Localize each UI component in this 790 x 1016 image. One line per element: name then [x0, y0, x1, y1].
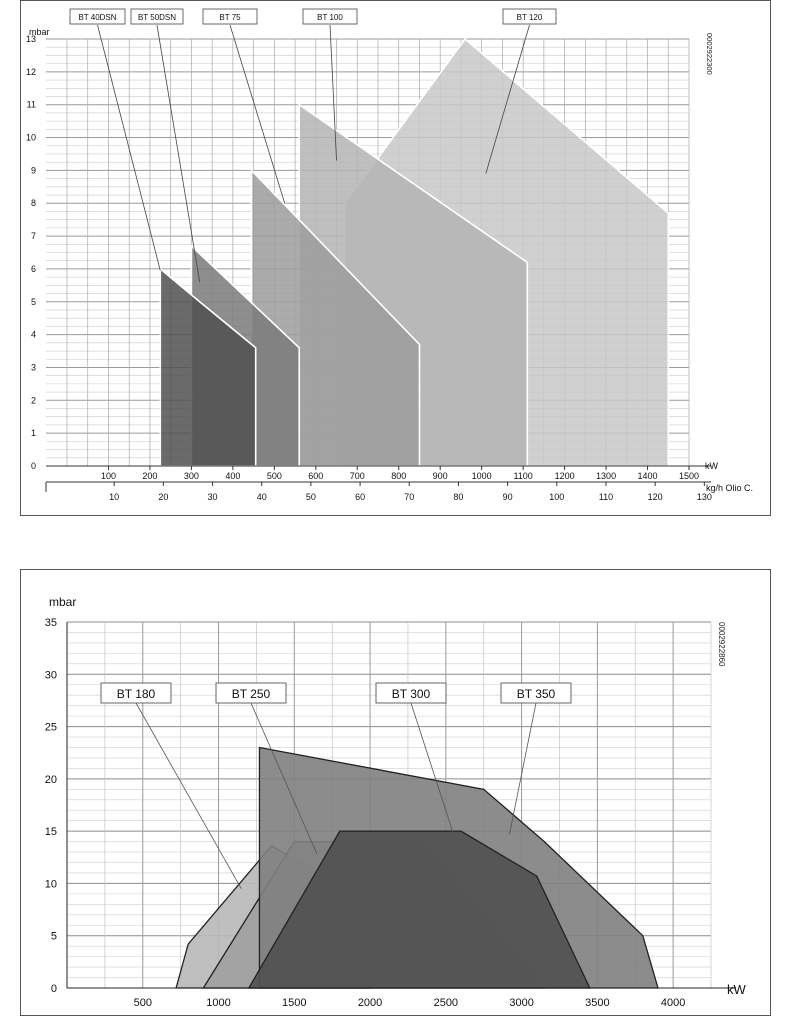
- callout-box: [375, 682, 447, 704]
- y-tick-label: 12: [26, 67, 36, 77]
- y-axis-label: mbar: [29, 27, 50, 37]
- callout-line: [509, 702, 537, 835]
- y-tick-label: 25: [45, 722, 57, 734]
- x-tick-label: 2500: [434, 997, 458, 1009]
- x-tick-label: 1500: [679, 471, 699, 481]
- y-tick-label: 4: [31, 330, 36, 340]
- y-tick-label: 5: [31, 297, 36, 307]
- x2-tick-label: 30: [208, 492, 218, 502]
- x-tick-label: 4000: [661, 997, 685, 1009]
- x-tick-label: 500: [134, 997, 152, 1009]
- document-code: 0002922300: [705, 33, 714, 75]
- x-tick-label: 800: [391, 471, 406, 481]
- x-tick-label: 500: [267, 471, 282, 481]
- x2-tick-label: 50: [306, 492, 316, 502]
- callout-label: BT 75: [219, 13, 241, 22]
- x2-tick-label: 90: [503, 492, 513, 502]
- x-tick-label: 2000: [358, 997, 382, 1009]
- chart-panel-top: mbar 0 1 2 3 4 5 6 7 8 9 10 11 12 13 100 200 300 400 500 600…: [20, 0, 771, 516]
- y-tick-label: 6: [31, 264, 36, 274]
- x-tick-label: 700: [350, 471, 365, 481]
- y-tick-label: 9: [31, 165, 36, 175]
- y-axis-label: mbar: [49, 595, 76, 609]
- callout-box: [130, 8, 184, 25]
- callout-label: BT 250: [232, 687, 271, 701]
- x2-tick-label: 80: [453, 492, 463, 502]
- x-tick-label: 200: [142, 471, 157, 481]
- x2-axis-label: kg/h Olio C.: [706, 483, 753, 493]
- x2-tick-label: 130: [697, 492, 712, 502]
- x-tick-label: 1300: [596, 471, 616, 481]
- callout-label: BT 40DSN: [78, 13, 116, 22]
- y-tick-label: 11: [27, 100, 36, 110]
- y-tick-label: 1: [31, 428, 36, 438]
- x-tick-label: 1000: [206, 997, 230, 1009]
- x2-tick-label: 100: [549, 492, 564, 502]
- x-tick-label: 400: [225, 471, 240, 481]
- y-tick-label: 8: [31, 198, 36, 208]
- y-tick-label: 13: [26, 34, 36, 44]
- x-axis-label: kW: [705, 461, 719, 471]
- callout-box: [302, 8, 358, 25]
- x-tick-label: 3500: [585, 997, 609, 1009]
- x-tick-label: 1000: [472, 471, 492, 481]
- x-tick-label: 1100: [513, 471, 532, 481]
- callout-box: [100, 682, 172, 704]
- x-tick-label: 300: [184, 471, 199, 481]
- x2-tick-label: 110: [599, 492, 613, 502]
- x-tick-label: 600: [308, 471, 323, 481]
- callout-line: [97, 24, 161, 271]
- x2-tick-label: 40: [257, 492, 267, 502]
- x2-tick-label: 120: [648, 492, 663, 502]
- y-tick-label: 20: [45, 774, 57, 786]
- callout-label: BT 120: [517, 13, 543, 22]
- chart-bottom-svg: mbar 0 5 10 15 20 25 30 35 500 1000 1500 2000 2500 300…: [45, 595, 747, 1009]
- y-tick-label: 0: [51, 983, 57, 995]
- callout-box: [202, 8, 258, 25]
- callout-box: [502, 8, 557, 25]
- callout-box: [500, 682, 572, 704]
- x-axis-label: kW: [727, 982, 747, 997]
- y-tick-label: 5: [51, 931, 57, 943]
- callout-label: BT 50DSN: [138, 13, 176, 22]
- x-tick-label: 900: [433, 471, 448, 481]
- callout-line: [329, 24, 337, 161]
- callout-label: BT 180: [117, 687, 156, 701]
- callout-line: [229, 24, 286, 204]
- callout-box: [69, 8, 126, 25]
- y-tick-label: 35: [45, 617, 57, 629]
- y-tick-label: 7: [31, 231, 36, 241]
- callout-line: [156, 24, 201, 283]
- y-tick-label: 10: [45, 878, 57, 890]
- x-tick-label: 1200: [555, 471, 575, 481]
- x2-tick-label: 70: [404, 492, 414, 502]
- callout-label: BT 300: [392, 687, 431, 701]
- x-tick-label: 3000: [509, 997, 533, 1009]
- callout-line: [410, 702, 462, 858]
- y-tick-label: 2: [31, 395, 36, 405]
- y-tick-label: 30: [45, 669, 57, 681]
- x2-tick-label: 20: [158, 492, 168, 502]
- callout-label: BT 100: [317, 13, 343, 22]
- y-tick-label: 0: [31, 461, 36, 471]
- x2-tick-label: 10: [109, 492, 119, 502]
- callout-box: [215, 682, 287, 704]
- y-tick-label: 15: [45, 826, 57, 838]
- chart-panel-bottom: mbar 0 5 10 15 20 25 30 35 500 1000 1500 2000 2500 300…: [20, 569, 771, 1016]
- y-tick-label: 10: [26, 133, 36, 143]
- document-code: 0002922860: [717, 622, 726, 667]
- y-tick-label: 3: [31, 362, 36, 372]
- x-tick-label: 1400: [638, 471, 658, 481]
- callout-line: [485, 24, 530, 174]
- callout-line: [135, 702, 242, 889]
- callout-line: [250, 702, 318, 855]
- x2-tick-label: 60: [355, 492, 365, 502]
- callout-label: BT 350: [517, 687, 556, 701]
- x-tick-label: 1500: [282, 997, 306, 1009]
- x-tick-label: 100: [101, 471, 116, 481]
